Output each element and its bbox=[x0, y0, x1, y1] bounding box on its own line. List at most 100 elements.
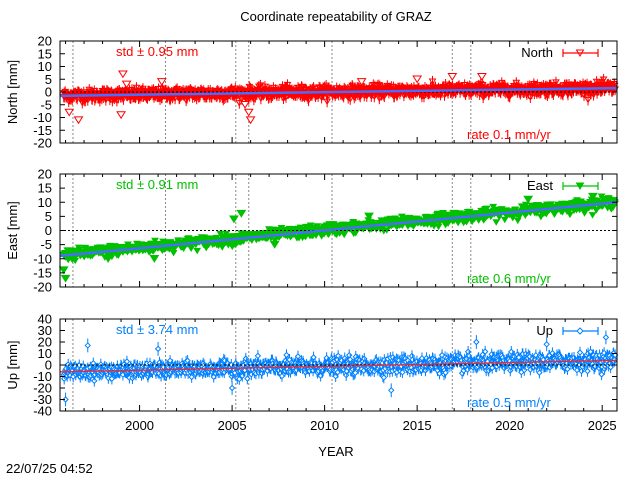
data-point bbox=[193, 247, 202, 255]
y-tick-label: -20 bbox=[33, 136, 52, 151]
data-point bbox=[500, 216, 509, 224]
data-point bbox=[310, 354, 317, 361]
data-point bbox=[91, 377, 98, 385]
data-point bbox=[282, 94, 290, 101]
y-tick-label: 0 bbox=[45, 85, 52, 100]
legend-marker bbox=[575, 182, 585, 190]
timestamp: 22/07/25 04:52 bbox=[6, 461, 93, 476]
y-axis-label: East [mm] bbox=[5, 201, 20, 260]
data-point bbox=[294, 353, 302, 360]
y-tick-label: 15 bbox=[38, 46, 52, 61]
outlier-point bbox=[325, 221, 336, 229]
data-point bbox=[342, 371, 350, 379]
data-point bbox=[324, 231, 333, 239]
data-point bbox=[584, 96, 592, 104]
data-point bbox=[171, 95, 179, 103]
outlier-point bbox=[64, 108, 75, 117]
data-point bbox=[323, 98, 332, 106]
outlier-point bbox=[243, 108, 254, 117]
outlier-point bbox=[240, 101, 250, 109]
data-point bbox=[256, 82, 265, 89]
data-point bbox=[418, 355, 426, 362]
data-point bbox=[460, 81, 469, 89]
data-point bbox=[380, 93, 389, 100]
outlier-point bbox=[477, 73, 487, 81]
y-tick-label: 10 bbox=[38, 59, 52, 74]
data-point bbox=[588, 212, 597, 219]
outlier-point bbox=[269, 240, 280, 249]
data-point bbox=[610, 82, 619, 90]
data-point bbox=[346, 96, 355, 103]
data-point bbox=[492, 219, 501, 226]
data-point bbox=[521, 201, 530, 209]
outlier-point bbox=[73, 116, 84, 125]
y-tick-label: 5 bbox=[45, 72, 52, 87]
legend-label: North bbox=[521, 45, 553, 60]
trend-line bbox=[59, 201, 618, 258]
data-point bbox=[493, 206, 502, 214]
legend-label: East bbox=[527, 178, 553, 193]
std-annotation: std ± 0.95 mm bbox=[116, 44, 198, 59]
outlier-point bbox=[412, 75, 423, 84]
data-point bbox=[380, 374, 388, 381]
data-point bbox=[566, 211, 574, 219]
outlier-point bbox=[103, 255, 114, 263]
data-point bbox=[169, 249, 178, 257]
data-point bbox=[542, 210, 551, 218]
y-tick-label: 0 bbox=[45, 223, 52, 238]
outlier-point bbox=[588, 192, 598, 201]
data-point bbox=[352, 369, 359, 377]
data-point bbox=[340, 231, 349, 239]
data-point bbox=[76, 362, 83, 369]
data-point bbox=[123, 358, 131, 365]
outlier-point bbox=[245, 116, 256, 125]
data-point bbox=[428, 78, 437, 85]
data-point bbox=[236, 375, 243, 383]
data-point bbox=[599, 76, 608, 83]
outlier-point bbox=[364, 212, 374, 221]
data-point bbox=[592, 206, 601, 214]
trend-line bbox=[59, 86, 618, 98]
y-tick-label: 15 bbox=[38, 181, 52, 196]
rate-annotation: rate 0.1 mm/yr bbox=[467, 127, 551, 142]
data-point bbox=[304, 97, 313, 105]
y-tick-label: -5 bbox=[40, 97, 52, 112]
outlier-point bbox=[149, 255, 160, 263]
data-points bbox=[58, 192, 620, 283]
data-point bbox=[187, 245, 196, 253]
data-point bbox=[151, 237, 159, 245]
outlier-point bbox=[60, 274, 71, 283]
data-point bbox=[244, 375, 251, 382]
data-point bbox=[512, 79, 521, 87]
data-point bbox=[120, 361, 128, 368]
y-tick-label: 20 bbox=[38, 167, 52, 182]
chart-title: Coordinate repeatability of GRAZ bbox=[240, 9, 432, 24]
outlier-point bbox=[229, 215, 239, 224]
outlier-point bbox=[447, 73, 458, 81]
y-tick-label: -10 bbox=[33, 251, 52, 266]
outlier-point bbox=[118, 70, 128, 79]
data-point bbox=[399, 369, 406, 376]
y-tick-label: -5 bbox=[40, 237, 52, 252]
y-axis-label: North [mm] bbox=[5, 60, 20, 124]
data-point bbox=[283, 81, 292, 89]
outlier-point bbox=[116, 111, 126, 120]
outlier-point bbox=[58, 266, 69, 275]
outlier-point bbox=[236, 209, 247, 218]
y-tick-label: -10 bbox=[33, 110, 52, 125]
x-axis-label: YEAR bbox=[318, 444, 353, 459]
data-point bbox=[434, 223, 443, 231]
y-tick-label: 20 bbox=[38, 34, 52, 49]
data-points bbox=[59, 70, 620, 125]
std-annotation: std ± 0.91 mm bbox=[116, 177, 198, 192]
outlier-point bbox=[121, 80, 132, 89]
rate-annotation: rate 0.6 mm/yr bbox=[467, 271, 551, 286]
data-point bbox=[579, 81, 587, 88]
outlier-point bbox=[356, 78, 367, 86]
y-tick-label: 5 bbox=[45, 209, 52, 224]
